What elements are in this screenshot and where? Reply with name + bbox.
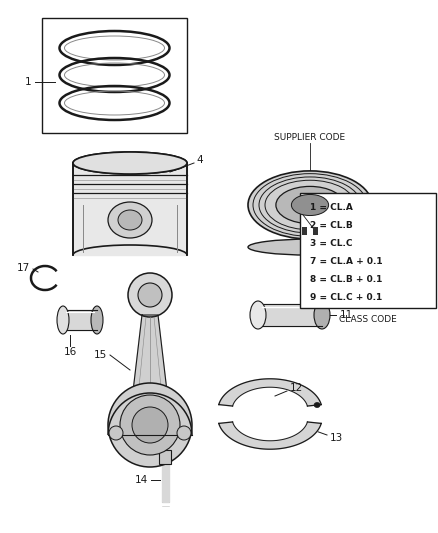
Ellipse shape	[109, 426, 123, 440]
Ellipse shape	[57, 306, 69, 334]
Ellipse shape	[177, 426, 191, 440]
Text: 9 = CL.C + 0.1: 9 = CL.C + 0.1	[310, 293, 382, 302]
Ellipse shape	[248, 239, 372, 255]
Text: 4: 4	[197, 155, 203, 165]
Ellipse shape	[250, 301, 266, 329]
Text: 17: 17	[17, 263, 30, 273]
Ellipse shape	[77, 156, 183, 170]
Text: 12: 12	[290, 383, 303, 393]
Text: 7 = CL.A + 0.1: 7 = CL.A + 0.1	[310, 256, 383, 265]
Polygon shape	[162, 464, 169, 502]
Ellipse shape	[108, 383, 192, 467]
Ellipse shape	[120, 395, 180, 455]
Text: 13: 13	[330, 433, 343, 443]
Text: 3 = CL.C: 3 = CL.C	[310, 238, 353, 247]
Ellipse shape	[276, 187, 344, 224]
Polygon shape	[258, 304, 322, 326]
Ellipse shape	[91, 306, 103, 334]
Bar	[302, 227, 307, 235]
Ellipse shape	[118, 210, 142, 230]
Text: 15: 15	[94, 350, 107, 360]
Polygon shape	[63, 310, 97, 330]
Ellipse shape	[138, 283, 162, 307]
Text: 16: 16	[64, 347, 77, 357]
Ellipse shape	[314, 402, 320, 408]
Polygon shape	[219, 379, 321, 406]
Bar	[313, 227, 318, 235]
Ellipse shape	[291, 195, 328, 215]
Text: 8 = CL.B + 0.1: 8 = CL.B + 0.1	[310, 274, 382, 284]
Text: 14: 14	[135, 475, 148, 485]
Ellipse shape	[73, 152, 187, 174]
Bar	[42, 18, 187, 133]
Ellipse shape	[73, 152, 187, 174]
Ellipse shape	[248, 171, 372, 239]
Polygon shape	[73, 163, 187, 255]
Text: 11: 11	[340, 310, 353, 320]
Text: SUPPLIER CODE: SUPPLIER CODE	[275, 133, 346, 142]
Ellipse shape	[314, 301, 330, 329]
Text: 1: 1	[25, 77, 31, 87]
Polygon shape	[219, 422, 321, 449]
Text: 1 = CL.A: 1 = CL.A	[310, 203, 353, 212]
Bar	[159, 450, 171, 464]
Text: CLASS CODE: CLASS CODE	[339, 316, 397, 325]
Ellipse shape	[108, 202, 152, 238]
Bar	[300, 193, 436, 308]
Ellipse shape	[128, 273, 172, 317]
Ellipse shape	[132, 407, 168, 443]
Text: 2 = CL.B: 2 = CL.B	[310, 221, 353, 230]
Polygon shape	[132, 315, 168, 400]
